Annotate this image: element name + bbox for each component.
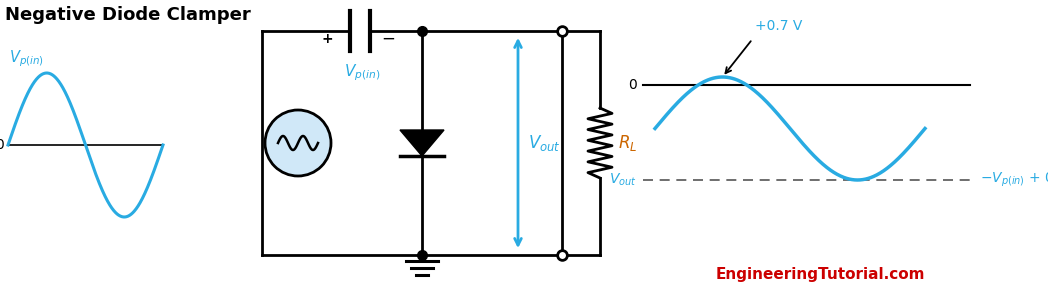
Text: +0.7 V: +0.7 V — [756, 19, 803, 33]
Polygon shape — [400, 130, 444, 156]
Text: EngineeringTutorial.com: EngineeringTutorial.com — [715, 268, 924, 282]
Text: −: − — [381, 30, 395, 48]
Circle shape — [265, 110, 331, 176]
Text: Negative Diode Clamper: Negative Diode Clamper — [5, 6, 250, 24]
Text: 0: 0 — [0, 138, 4, 152]
Text: $V_{out}$: $V_{out}$ — [609, 172, 637, 188]
Text: $-V_{p(in)}$ + 0.7 V: $-V_{p(in)}$ + 0.7 V — [980, 171, 1048, 189]
Text: +: + — [321, 32, 333, 46]
Text: $V_{p(in)}$: $V_{p(in)}$ — [344, 63, 380, 83]
Text: $R_L$: $R_L$ — [618, 133, 637, 153]
Text: 0: 0 — [628, 78, 637, 92]
Text: $V_{out}$: $V_{out}$ — [528, 133, 561, 153]
Text: $V_{p(in)}$: $V_{p(in)}$ — [9, 48, 44, 69]
